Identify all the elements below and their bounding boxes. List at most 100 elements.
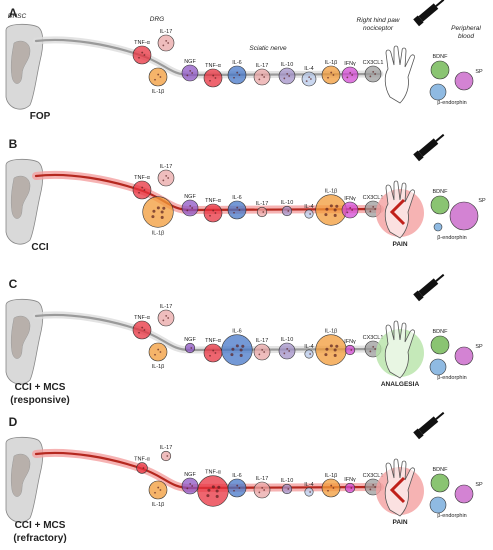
marker-label: IL-4 [304,66,313,72]
endorphin-label: β-endorphin [437,375,466,381]
marker-label: IL-4 [304,204,313,210]
syringe-needle [435,411,445,420]
marker-label: TNF-α [205,198,222,204]
marker-dot [288,75,291,77]
marker-dot [241,344,245,348]
marker-dot [233,76,235,79]
endorphin-bubble [429,358,447,376]
marker-circle: TNF-α [132,40,152,65]
marker-dot [233,489,235,492]
panel-a: A FOP TNF-α IL-17 IL-1β NGF TNF-α IL-6 IL-17 IL-1… [5,0,483,122]
marker-circle: IL-1β [315,329,347,366]
marker-bubble [341,201,359,219]
marker-label: IL-17 [256,476,269,482]
marker-label: IL-10 [281,200,294,206]
marker-dot [190,347,193,349]
marker-circle: IFNγ [344,477,356,494]
marker-circle: IL-17 [253,338,271,361]
marker-dot [167,317,170,319]
sp-bubble [449,201,479,231]
marker-dot [186,74,189,77]
bdnf-label: BDNF [433,467,449,473]
marker-dot [372,70,375,73]
marker-dot [369,75,372,78]
marker-circle: NGF [181,472,199,495]
marker-dot [308,76,311,79]
marker-dot [258,353,261,356]
marker-bubble [136,462,148,474]
marker-bubble [197,475,229,507]
syringe-plunger [413,150,424,162]
panel-letter: B [9,137,18,151]
syringe-needle [435,273,445,282]
marker-dot [369,210,372,213]
header-paw-nociceptor: Right hind paw [357,17,401,24]
marker-dot [238,487,241,489]
header-paw-nociceptor: nociceptor [363,25,394,32]
header-drg: DRG [150,16,164,23]
marker-dot [215,489,219,493]
marker-dot [369,488,372,491]
marker-bubble [341,66,359,84]
marker-dot [189,69,192,72]
blood-markers: BDNF SP β-endorphin [429,54,483,106]
marker-circle: IL-17 [253,63,271,86]
syringe-barrel [418,416,439,435]
marker-dot [165,174,168,177]
marker-circle: NGF [181,59,199,82]
marker-dot [333,353,337,357]
marker-label: IL-4 [304,482,313,488]
marker-bubble [321,65,341,85]
marker-dot [374,348,377,350]
marker-dot [261,73,264,76]
marker-circle: IL-6 [221,329,253,366]
marker-dot [374,208,377,210]
panel-b: B CCI TNF-α IL-17 IL-1β NGF TNF-α IL-6 IL-17 IL-1… [5,133,486,253]
sp-label: SP [475,482,483,488]
endorphin-label: β-endorphin [437,235,466,241]
marker-circle: NGF [184,337,196,354]
marker-circle: IFNγ [344,339,356,356]
endorphin-label: β-endorphin [437,100,466,106]
bdnf-label: BDNF [433,189,449,195]
syringe-icon [413,273,445,302]
marker-dot [305,80,308,83]
marker-dot [329,204,333,208]
panel-d: D CCI + MCS (refractory) TNF-α IL-17 IL-1β NGF… [5,411,483,544]
marker-dot [349,206,352,209]
hind-paw [384,320,415,379]
marker-bubble [157,169,175,187]
marker-label: IL-1β [325,189,338,195]
marker-dot [329,344,333,348]
bdnf-label: BDNF [433,329,449,335]
bdnf-label: BDNF [433,54,449,60]
marker-label: IL-17 [256,63,269,69]
marker-circle: TNF-α [203,198,223,223]
marker-circle: TNF-α [132,175,152,200]
marker-circle: IL-1β [148,67,168,95]
spinal-gray-matter [10,315,31,359]
header-peripheral-blood: blood [458,33,474,40]
marker-circle: IL-4 [304,344,314,359]
marker-dot [351,209,354,211]
marker-dot [154,78,156,81]
marker-bubble [253,481,271,499]
marker-bubble [278,342,296,360]
panel-letter: C [9,277,18,291]
marker-label: TNF-α [134,457,151,463]
marker-bubble [304,209,314,219]
marker-dot [156,206,160,210]
marker-dot [258,491,261,494]
marker-circle: TNF-α [203,338,223,363]
endorphin-label: β-endorphin [437,513,466,519]
marker-bubble [184,342,196,354]
marker-label: IL-10 [281,478,294,484]
marker-dot [258,78,261,81]
marker-label: IL-17 [160,304,173,310]
marker-dot [191,207,194,209]
marker-label: TNF-α [134,175,151,181]
marker-circle: IL-10 [278,62,296,85]
marker-dot [239,348,243,352]
marker-label: IL-6 [232,60,241,66]
marker-dot [214,212,217,214]
